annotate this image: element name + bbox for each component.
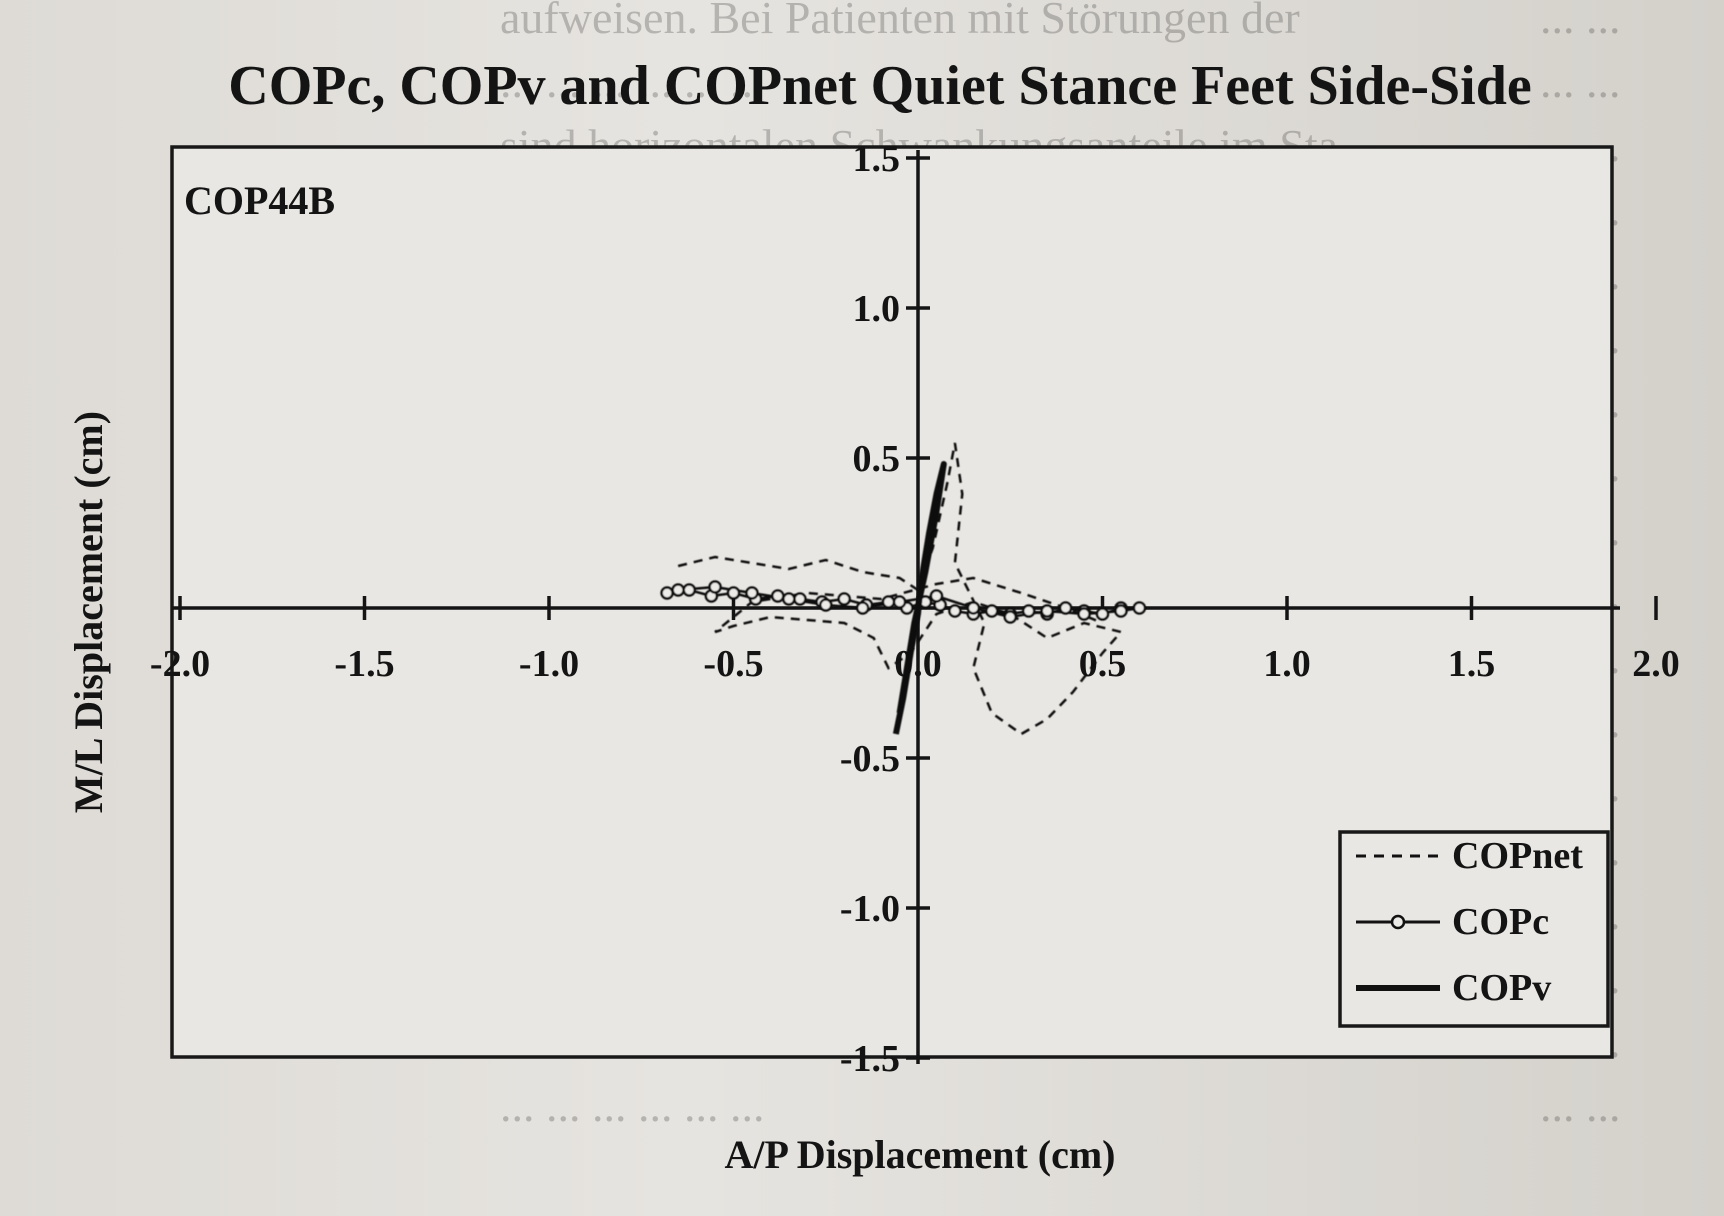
x-axis-label: A/P Displacement (cm) bbox=[724, 1132, 1115, 1177]
x-tick-label: 0.5 bbox=[1079, 643, 1127, 685]
data-point-copc bbox=[855, 601, 870, 615]
tick-labels: -2.0 -1.5 -1.0 -0.5 0.0 0.5 1.0 1.5 2.0 -1.5 -1.0 -… bbox=[150, 138, 1680, 1080]
data-point-copc bbox=[1058, 601, 1073, 615]
data-point-copc bbox=[771, 589, 785, 603]
y-tick-label: -1.5 bbox=[840, 1038, 900, 1080]
background-text-line: ... ... bbox=[1540, 0, 1621, 43]
data-point-copc bbox=[660, 586, 674, 600]
data-point-copc bbox=[1040, 604, 1054, 618]
data-point-copc bbox=[793, 592, 807, 606]
data-point-copc bbox=[985, 604, 999, 618]
data-point-copc bbox=[1095, 607, 1110, 621]
data-point-copc bbox=[745, 586, 759, 600]
data-point-copc bbox=[819, 598, 833, 612]
data-point-copc bbox=[837, 592, 851, 606]
x-tick-label: -0.5 bbox=[703, 643, 763, 685]
background-text-line: aufweisen. Bei Patienten mit Störungen d… bbox=[500, 0, 1300, 43]
y-tick-label: -1.0 bbox=[840, 888, 900, 930]
x-tick-label: 1.5 bbox=[1448, 643, 1496, 685]
x-tick-label: 2.0 bbox=[1632, 643, 1680, 685]
panel-label: COP44B bbox=[184, 178, 335, 223]
y-tick-label: 1.0 bbox=[853, 288, 901, 330]
data-point-copc bbox=[1077, 607, 1091, 621]
x-tick-label: 0.0 bbox=[894, 643, 942, 685]
data-point-copc bbox=[1003, 610, 1017, 624]
series-line-copv bbox=[892, 461, 947, 735]
series-layer bbox=[660, 442, 1147, 736]
background-text-line: ... ... ... ... ... ... bbox=[500, 56, 765, 107]
data-point-copc bbox=[929, 589, 944, 603]
data-point-copc bbox=[881, 595, 896, 609]
series-copv bbox=[892, 461, 947, 735]
data-point-copc bbox=[892, 595, 907, 609]
legend-label-copv: COPv bbox=[1452, 967, 1551, 1009]
data-point-copc bbox=[782, 592, 796, 606]
data-point-copc bbox=[671, 583, 685, 597]
x-tick-label: 1.0 bbox=[1263, 643, 1311, 685]
y-tick-label: -0.5 bbox=[840, 738, 900, 780]
data-point-copc bbox=[1021, 604, 1036, 618]
legend-marker-copc bbox=[1390, 914, 1406, 930]
y-tick-label: 1.5 bbox=[853, 138, 901, 180]
data-point-copc bbox=[1132, 601, 1147, 615]
legend-label-copnet: COPnet bbox=[1452, 835, 1583, 877]
background-text-line: ... ... ... ... ... ... bbox=[500, 1080, 765, 1131]
series-copc bbox=[660, 580, 1147, 624]
data-point-copc bbox=[1114, 604, 1128, 618]
x-tick-label: -1.0 bbox=[519, 643, 579, 685]
data-point-copc bbox=[682, 583, 696, 597]
data-point-copc bbox=[948, 604, 962, 618]
y-tick-label: 0.5 bbox=[853, 438, 901, 480]
legend: COPnet COPc COPv bbox=[1338, 830, 1610, 1028]
x-tick-label: -2.0 bbox=[150, 643, 210, 685]
background-text-line: ... ... bbox=[1540, 1080, 1621, 1131]
x-tick-label: -1.5 bbox=[334, 643, 394, 685]
data-point-copc bbox=[708, 580, 722, 594]
chart-title: COPc, COPv and COPnet Quiet Stance Feet … bbox=[228, 55, 1531, 117]
y-axis-label: M/L Displacement (cm) bbox=[66, 411, 111, 813]
legend-box bbox=[1338, 830, 1610, 1028]
legend-label-copc: COPc bbox=[1452, 901, 1549, 943]
data-point-copc bbox=[726, 586, 741, 600]
background-text-line: ... ... bbox=[1540, 56, 1621, 107]
data-point-copc bbox=[966, 601, 981, 615]
